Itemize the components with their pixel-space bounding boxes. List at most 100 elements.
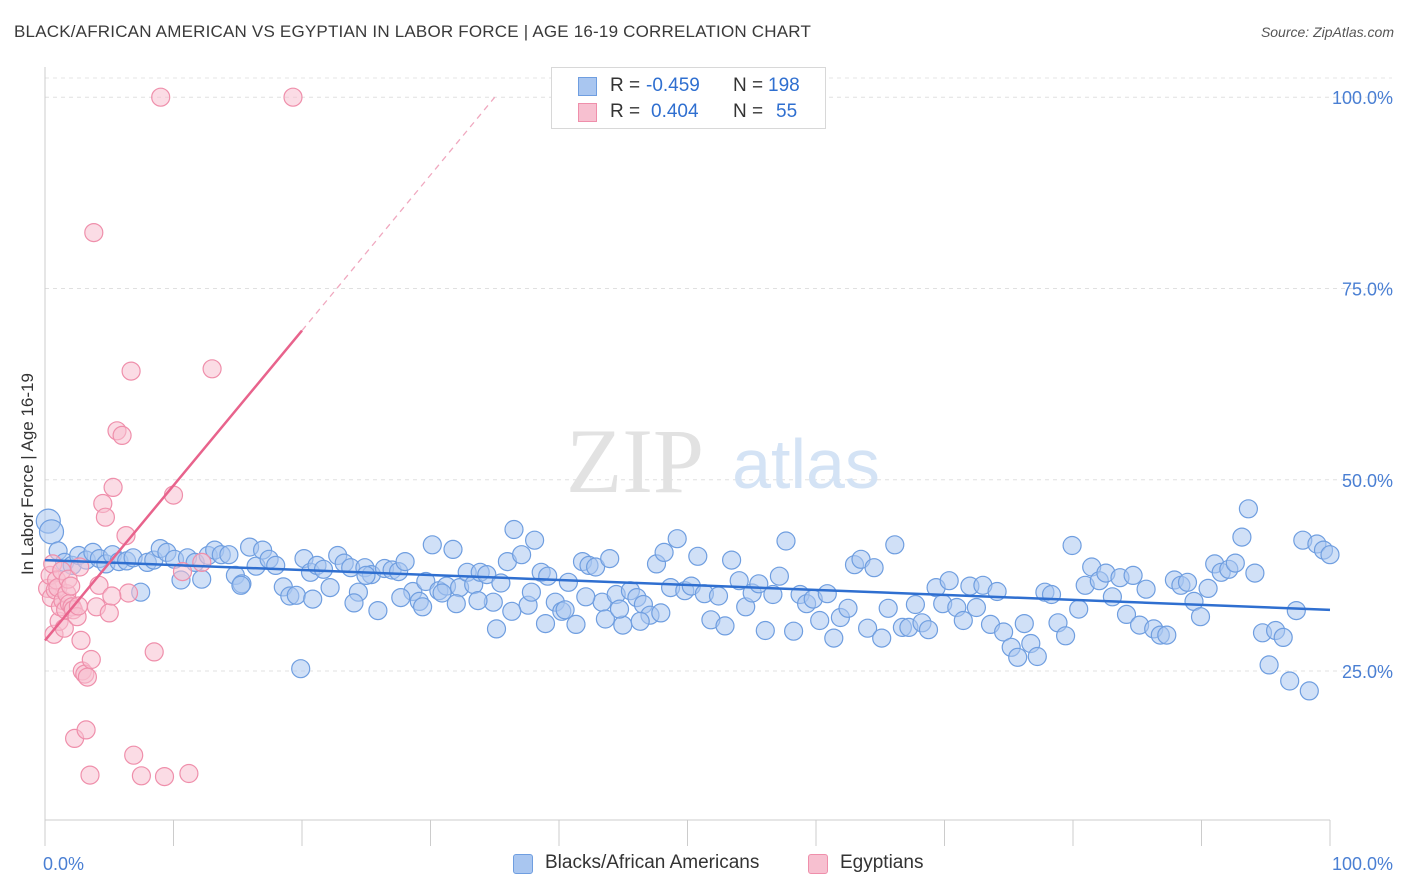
point-blacks bbox=[1136, 579, 1156, 599]
point-blacks bbox=[395, 551, 415, 572]
correlation-legend: R = -0.459 N = 198 R = 0.404 N = 55 bbox=[551, 67, 826, 129]
legend-r-label: R = bbox=[610, 75, 641, 96]
point-egyptians bbox=[81, 649, 101, 670]
point-blacks bbox=[320, 577, 340, 598]
point-blacks bbox=[1238, 499, 1259, 519]
point-blacks bbox=[486, 619, 507, 639]
point-egyptians bbox=[172, 561, 193, 582]
point-blacks bbox=[585, 557, 606, 577]
point-blacks bbox=[416, 571, 436, 592]
point-egyptians bbox=[84, 223, 104, 243]
legend-n-label: N = bbox=[733, 75, 764, 96]
point-egyptians bbox=[76, 720, 96, 740]
point-blacks bbox=[1008, 647, 1028, 667]
point-egyptians bbox=[77, 667, 98, 687]
point-blacks bbox=[595, 609, 616, 629]
point-blacks bbox=[885, 535, 905, 555]
point-blacks bbox=[1280, 671, 1300, 691]
point-blacks bbox=[1102, 587, 1123, 607]
point-blacks bbox=[504, 519, 524, 540]
point-blacks bbox=[303, 589, 323, 609]
point-blacks bbox=[905, 594, 926, 615]
series-blacks-african-americans bbox=[35, 499, 1340, 701]
point-blacks bbox=[966, 597, 987, 618]
point-blacks bbox=[1055, 626, 1076, 646]
point-blacks bbox=[1299, 681, 1319, 701]
point-blacks bbox=[521, 582, 542, 602]
point-blacks bbox=[708, 586, 729, 606]
point-blacks bbox=[872, 628, 892, 648]
source-label: Source: ZipAtlas.com bbox=[1260, 24, 1394, 40]
point-egyptians bbox=[131, 766, 151, 786]
bottom-legend-swatch-blue bbox=[513, 854, 533, 874]
legend-r-value: -0.459 bbox=[646, 75, 700, 96]
point-blacks bbox=[313, 559, 334, 579]
point-egyptians bbox=[80, 765, 100, 785]
watermark-zip: ZIP bbox=[566, 410, 704, 512]
point-egyptians bbox=[144, 642, 164, 662]
legend-n-label: N = bbox=[733, 101, 764, 122]
point-blacks bbox=[721, 550, 742, 570]
point-blacks bbox=[38, 519, 65, 545]
point-egyptians bbox=[283, 87, 303, 107]
x-tick-label: 100.0% bbox=[1332, 854, 1393, 874]
point-blacks bbox=[600, 548, 620, 569]
point-egyptians bbox=[102, 586, 122, 606]
point-blacks bbox=[1232, 527, 1252, 547]
point-egyptians bbox=[192, 552, 212, 573]
bottom-legend-swatch-pink bbox=[808, 854, 828, 874]
y-tick-label: 100.0% bbox=[1332, 88, 1393, 108]
tick-labels: 25.0% 50.0% 75.0% 100.0% 0.0% 100.0% bbox=[43, 88, 1393, 874]
y-axis-label: In Labor Force | Age 16-19 bbox=[18, 373, 37, 575]
point-blacks bbox=[266, 555, 286, 576]
point-blacks bbox=[667, 529, 687, 549]
point-egyptians bbox=[95, 507, 116, 527]
point-egyptians bbox=[151, 87, 171, 107]
point-blacks bbox=[755, 620, 775, 641]
legend-swatch-blue bbox=[578, 77, 597, 96]
point-blacks bbox=[468, 590, 488, 611]
point-egyptians bbox=[202, 359, 222, 379]
point-blacks bbox=[776, 531, 796, 551]
point-blacks bbox=[1286, 600, 1306, 621]
trend-lines bbox=[44, 96, 1331, 642]
point-blacks bbox=[953, 610, 973, 631]
point-blacks bbox=[1245, 563, 1265, 583]
point-egyptians bbox=[71, 630, 91, 651]
point-blacks bbox=[219, 545, 239, 565]
point-egyptians bbox=[118, 583, 139, 603]
point-blacks bbox=[192, 569, 212, 589]
point-blacks bbox=[1041, 584, 1062, 605]
point-blacks bbox=[344, 593, 364, 613]
point-blacks bbox=[939, 571, 959, 591]
point-blacks bbox=[864, 558, 884, 578]
point-blacks bbox=[654, 542, 674, 563]
y-tick-label: 50.0% bbox=[1342, 471, 1393, 491]
axes bbox=[44, 67, 1331, 846]
trend-line-egyptians-extrapolated bbox=[301, 96, 496, 331]
point-blacks bbox=[838, 598, 858, 618]
point-egyptians bbox=[121, 361, 141, 381]
point-egyptians bbox=[163, 485, 184, 505]
point-egyptians bbox=[61, 576, 81, 596]
point-blacks bbox=[566, 614, 586, 635]
point-blacks bbox=[368, 600, 388, 621]
point-blacks bbox=[857, 618, 878, 638]
point-egyptians bbox=[112, 425, 132, 445]
legend-n-value: 198 bbox=[768, 75, 800, 96]
point-blacks bbox=[538, 566, 558, 586]
legend-r-label: R = bbox=[610, 101, 641, 122]
chart-title: BLACK/AFRICAN AMERICAN VS EGYPTIAN IN LA… bbox=[14, 22, 812, 41]
point-blacks bbox=[1198, 578, 1218, 599]
point-blacks bbox=[422, 535, 442, 555]
trend-line-blacks bbox=[44, 558, 1331, 612]
point-blacks bbox=[524, 530, 545, 550]
trend-line-egyptians bbox=[44, 329, 303, 642]
series-egyptians bbox=[37, 87, 303, 787]
point-blacks bbox=[1320, 545, 1340, 565]
point-blacks bbox=[993, 622, 1014, 642]
bottom-legend-label: Blacks/African Americans bbox=[545, 852, 760, 873]
point-blacks bbox=[413, 597, 433, 617]
point-blacks bbox=[824, 628, 844, 648]
